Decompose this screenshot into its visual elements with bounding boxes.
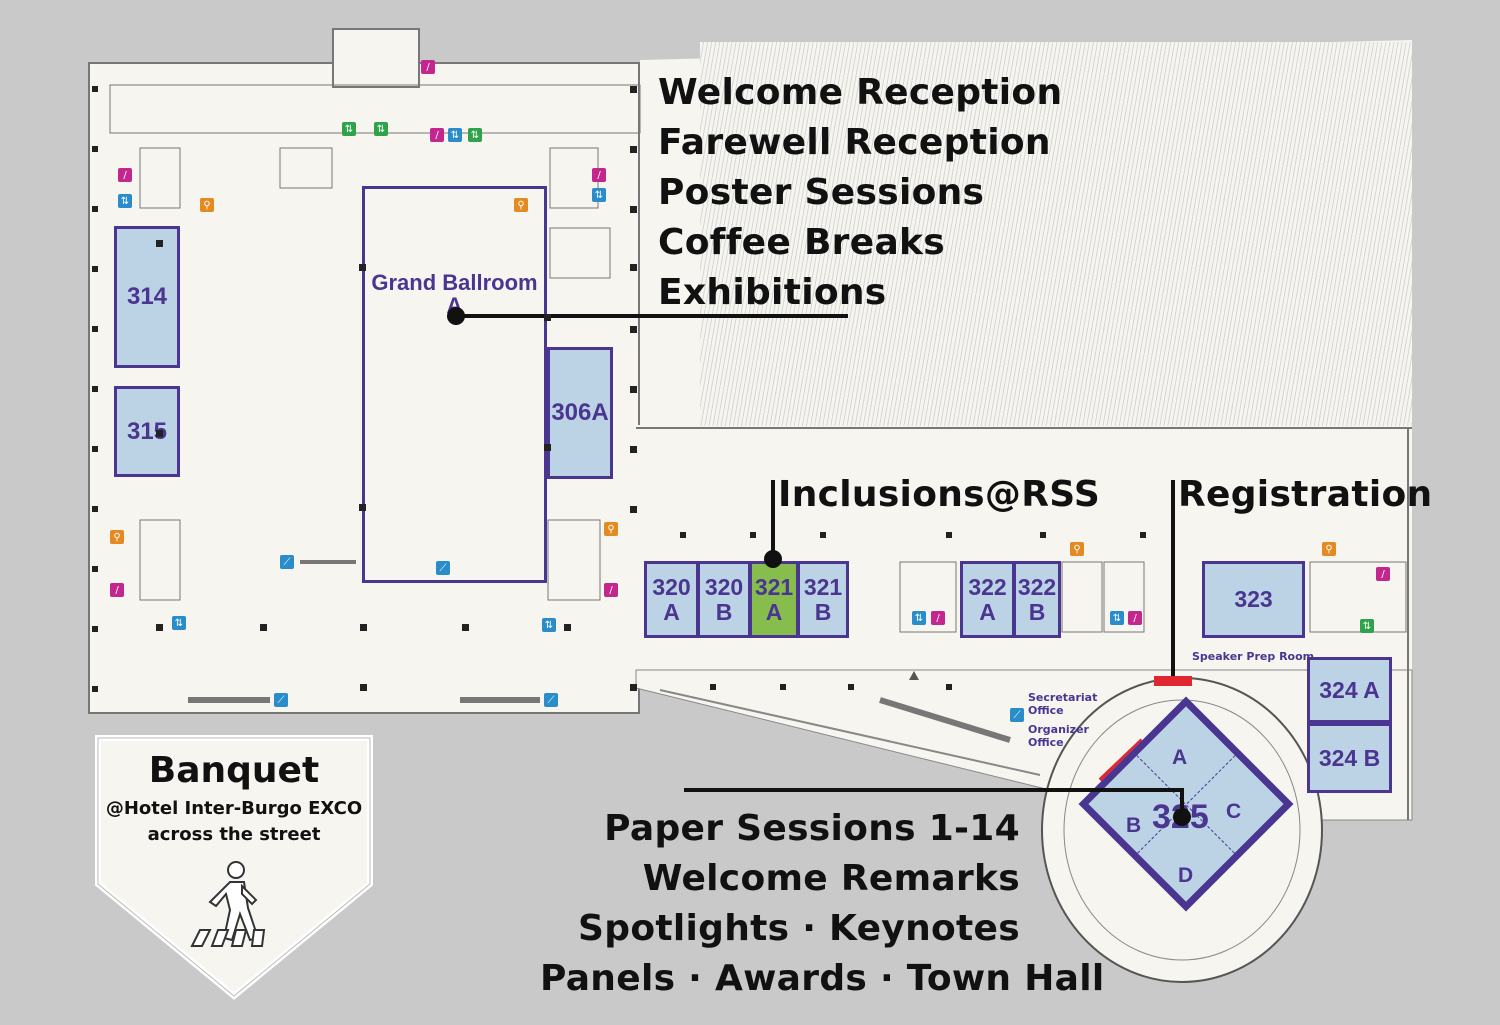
room-number: 320	[652, 574, 691, 601]
room-325-section-c: C	[1226, 800, 1242, 823]
room-label: 324 A	[1319, 676, 1380, 703]
room-325-section-a: A	[1172, 746, 1188, 769]
stairs-icon: /	[1128, 611, 1142, 625]
banquet-venue: @Hotel Inter-Burgo EXCO	[105, 798, 363, 819]
event-line: Panels · Awards · Town Hall	[540, 958, 1105, 999]
room-323[interactable]: 323	[1202, 561, 1305, 638]
elevator-icon: ⇅	[1110, 611, 1124, 625]
stairs-icon: /	[430, 128, 444, 142]
main-room-events-list: Paper Sessions 1-14 Welcome Remarks Spot…	[540, 804, 1105, 1004]
room-322b[interactable]: 322 B	[1013, 561, 1061, 638]
main-room-marker	[1173, 808, 1191, 826]
north-core	[332, 28, 420, 88]
inclusions-marker	[764, 550, 782, 568]
secretariat-office-label: Secretariat Office	[1028, 691, 1097, 717]
stairs-icon: /	[421, 60, 435, 74]
room-number: 321	[754, 574, 794, 601]
elevator-icon: ⇅	[374, 122, 388, 136]
elevator-icon: ⇅	[342, 122, 356, 136]
organizer-line1: Organizer	[1028, 723, 1089, 736]
event-line: Farewell Reception	[658, 122, 1051, 163]
room-section: B	[715, 598, 733, 625]
room-section: B	[1028, 598, 1046, 625]
main-room-leader-line	[684, 788, 1184, 792]
secretariat-line2: Office	[1028, 704, 1064, 717]
main-room-leader-drop	[1180, 788, 1184, 816]
elevator-icon: ⇅	[592, 188, 606, 202]
room-label: 306A	[551, 399, 609, 427]
secretariat-line1: Secretariat	[1028, 691, 1098, 704]
room-321b[interactable]: 321 B	[797, 561, 849, 638]
outdoor-canopy-area	[700, 42, 1412, 426]
ballroom-leader-line	[456, 314, 848, 318]
room-number: 321	[803, 574, 843, 601]
room-section: A	[663, 598, 680, 625]
room-number: 322	[968, 574, 1007, 601]
event-line: Welcome Remarks	[642, 858, 1020, 899]
escalator-icon: ⟋	[1010, 708, 1024, 722]
room-label: 324 B	[1318, 744, 1381, 771]
escalator-icon: ⟋	[544, 693, 558, 707]
elevator-icon: ⇅	[1360, 619, 1374, 633]
inclusions-label: Inclusions@RSS	[778, 474, 1101, 515]
restroom-icon: ⚲	[200, 198, 214, 212]
restroom-icon: ⚲	[604, 522, 618, 536]
room-324a[interactable]: 324 A	[1307, 657, 1392, 723]
room-314[interactable]: 314	[114, 226, 180, 368]
event-line: Paper Sessions 1-14	[604, 808, 1020, 849]
elevator-icon: ⇅	[172, 616, 186, 630]
banquet-title: Banquet	[148, 750, 320, 791]
stairs-icon: /	[931, 611, 945, 625]
room-325-section-d: D	[1178, 864, 1194, 887]
registration-label: Registration	[1178, 474, 1433, 515]
room-324b[interactable]: 324 B	[1307, 723, 1392, 793]
elevator-icon: ⇅	[118, 194, 132, 208]
organizer-line2: Office	[1028, 736, 1064, 749]
speaker-prep-room-label: Speaker Prep Room	[1192, 650, 1315, 663]
room-grand-ballroom-a[interactable]: Grand Ballroom A	[362, 186, 547, 583]
room-number: 320	[704, 574, 744, 601]
stairs-icon: /	[1376, 567, 1390, 581]
restroom-icon: ⚲	[1070, 542, 1084, 556]
room-315[interactable]: 315	[114, 386, 180, 477]
stairs-icon: /	[604, 583, 618, 597]
room-label: 323	[1234, 586, 1273, 613]
event-line: Spotlights · Keynotes	[578, 908, 1020, 949]
room-325-section-b: B	[1126, 814, 1142, 837]
elevator-icon: ⇅	[448, 128, 462, 142]
stairs-icon: /	[110, 583, 124, 597]
banquet-note: across the street	[147, 824, 321, 845]
restroom-icon: ⚲	[110, 530, 124, 544]
stairs-icon: /	[592, 168, 606, 182]
escalator-icon: ⟋	[280, 555, 294, 569]
room-label: 314	[126, 283, 168, 311]
escalator-icon: ⟋	[274, 693, 288, 707]
restroom-icon: ⚲	[1322, 542, 1336, 556]
restroom-icon: ⚲	[514, 198, 528, 212]
event-line: Poster Sessions	[658, 172, 985, 213]
ballroom-events-list: Welcome Reception Farewell Reception Pos…	[658, 68, 1062, 318]
room-section: B	[814, 598, 832, 625]
organizer-office-label: Organizer Office	[1028, 723, 1089, 749]
registration-leader-line	[1171, 480, 1175, 676]
room-section: A	[979, 598, 996, 625]
event-line: Exhibitions	[658, 272, 887, 313]
elevator-icon: ⇅	[912, 611, 926, 625]
elevator-icon: ⇅	[468, 128, 482, 142]
event-line: Coffee Breaks	[658, 222, 946, 263]
inclusions-leader-line	[771, 480, 775, 558]
room-number: 322	[1017, 574, 1057, 601]
stairs-icon: /	[118, 168, 132, 182]
elevator-icon: ⇅	[542, 618, 556, 632]
room-306a[interactable]: 306A	[547, 347, 613, 479]
room-320b[interactable]: 320 B	[697, 561, 751, 638]
room-section: A	[765, 598, 783, 625]
event-line: Welcome Reception	[658, 72, 1063, 113]
pedestrian-crossing-icon	[190, 861, 266, 947]
escalator-icon: ⟋	[436, 561, 450, 575]
